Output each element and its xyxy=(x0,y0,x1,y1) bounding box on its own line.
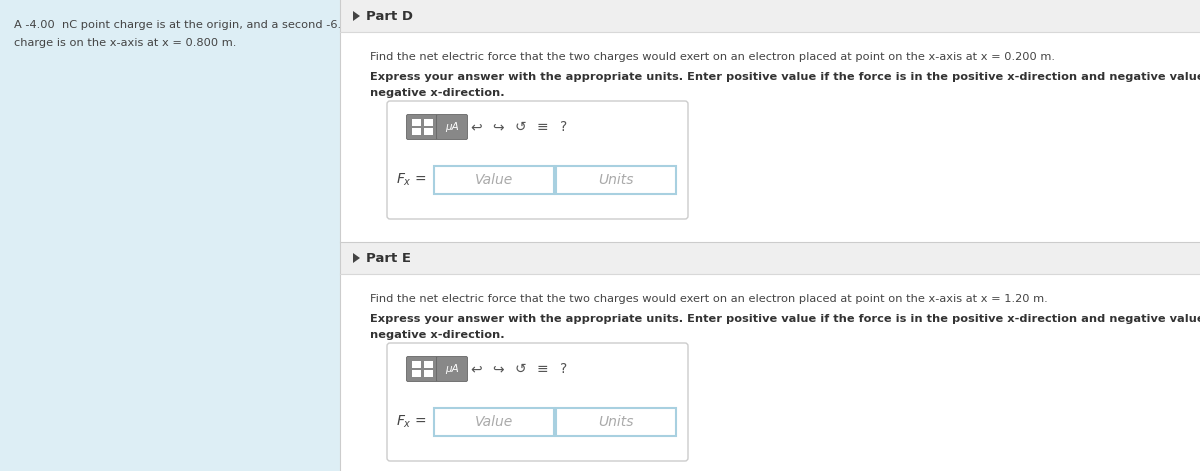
Text: ↪: ↪ xyxy=(492,362,504,376)
Polygon shape xyxy=(353,253,360,263)
Text: Part D: Part D xyxy=(366,9,413,23)
Text: Units: Units xyxy=(599,173,634,187)
Text: Express your answer with the appropriate units. Enter positive value if the forc: Express your answer with the appropriate… xyxy=(370,72,1200,82)
Text: A -4.00  nC point charge is at the origin, and a second -6.00  nC point: A -4.00 nC point charge is at the origin… xyxy=(14,20,410,30)
Text: negative x-direction.: negative x-direction. xyxy=(370,88,505,98)
Bar xyxy=(424,119,433,126)
Bar xyxy=(412,128,421,135)
Text: Express your answer with the appropriate units. Enter positive value if the forc: Express your answer with the appropriate… xyxy=(370,314,1200,324)
Text: ↩: ↩ xyxy=(470,120,482,134)
FancyBboxPatch shape xyxy=(437,114,468,139)
Bar xyxy=(424,128,433,135)
FancyBboxPatch shape xyxy=(407,357,438,382)
Text: Units: Units xyxy=(599,415,634,429)
FancyBboxPatch shape xyxy=(340,242,1200,274)
Text: negative x-direction.: negative x-direction. xyxy=(370,330,505,340)
Text: ↩: ↩ xyxy=(470,362,482,376)
FancyBboxPatch shape xyxy=(0,0,340,471)
FancyBboxPatch shape xyxy=(434,166,554,194)
Text: charge is on the x-axis at x = 0.800 m.: charge is on the x-axis at x = 0.800 m. xyxy=(14,38,236,48)
FancyBboxPatch shape xyxy=(407,114,438,139)
FancyBboxPatch shape xyxy=(556,166,676,194)
Text: ?: ? xyxy=(560,120,568,134)
Text: ↪: ↪ xyxy=(492,120,504,134)
FancyBboxPatch shape xyxy=(556,408,676,436)
Bar xyxy=(412,370,421,377)
FancyBboxPatch shape xyxy=(340,274,1200,471)
Text: $F_x$ =: $F_x$ = xyxy=(396,172,427,188)
FancyBboxPatch shape xyxy=(340,32,1200,242)
FancyBboxPatch shape xyxy=(340,0,1200,471)
Bar xyxy=(412,361,421,368)
FancyBboxPatch shape xyxy=(437,357,468,382)
Bar xyxy=(424,361,433,368)
Text: ↺: ↺ xyxy=(514,362,526,376)
Text: Value: Value xyxy=(475,415,514,429)
Text: μA: μA xyxy=(445,122,458,132)
Text: Find the net electric force that the two charges would exert on an electron plac: Find the net electric force that the two… xyxy=(370,52,1055,62)
Text: μA: μA xyxy=(445,364,458,374)
FancyBboxPatch shape xyxy=(386,343,688,461)
Bar xyxy=(424,370,433,377)
FancyBboxPatch shape xyxy=(434,408,554,436)
Text: ≡: ≡ xyxy=(536,120,548,134)
Text: Part E: Part E xyxy=(366,252,410,265)
Bar xyxy=(412,119,421,126)
Polygon shape xyxy=(353,11,360,21)
Text: ≡: ≡ xyxy=(536,362,548,376)
Text: ↺: ↺ xyxy=(514,120,526,134)
FancyBboxPatch shape xyxy=(340,0,1200,32)
Text: Value: Value xyxy=(475,173,514,187)
Text: $F_x$ =: $F_x$ = xyxy=(396,414,427,430)
FancyBboxPatch shape xyxy=(386,101,688,219)
Text: Find the net electric force that the two charges would exert on an electron plac: Find the net electric force that the two… xyxy=(370,294,1048,304)
Text: ?: ? xyxy=(560,362,568,376)
